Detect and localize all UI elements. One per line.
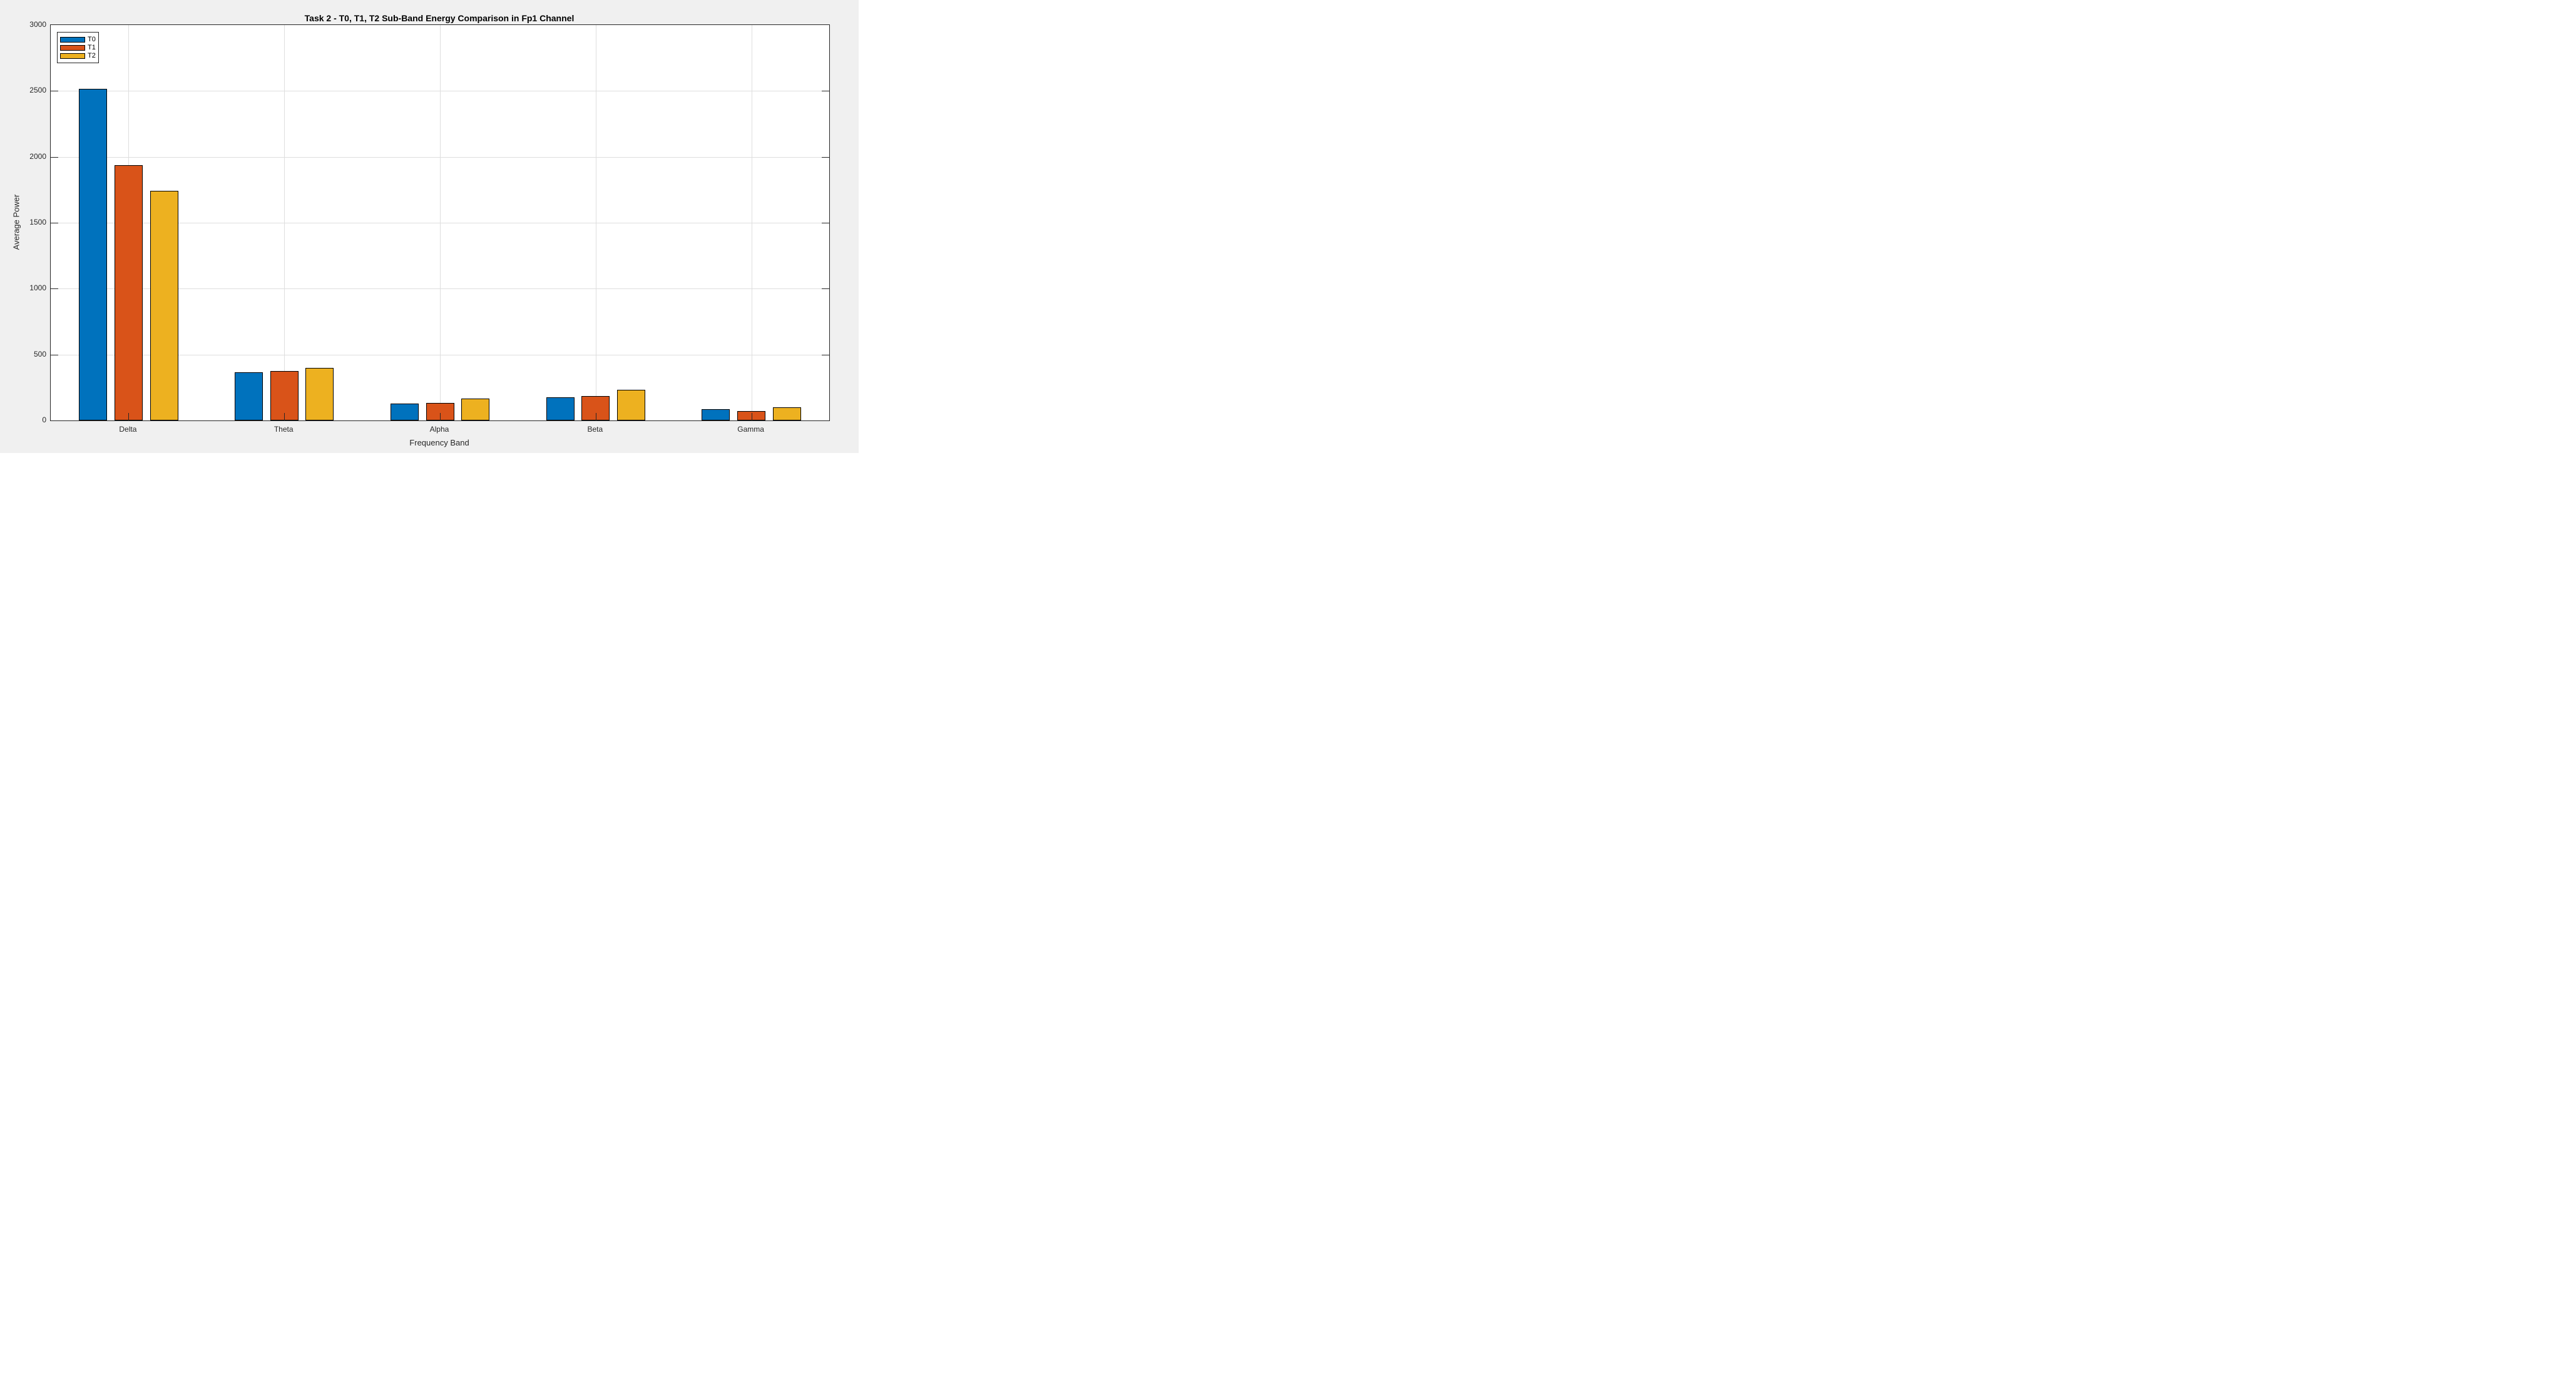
ytick-mark-left-2000	[51, 156, 58, 158]
plot-area	[50, 24, 830, 421]
gridline-x-theta	[284, 25, 285, 420]
legend-swatch-t1	[60, 44, 85, 51]
legend-label-t2: T2	[88, 52, 96, 59]
bar-gamma-t0	[702, 409, 730, 420]
bar-alpha-t2	[461, 399, 490, 420]
ytick-label-2500: 2500	[29, 86, 46, 95]
x-axis-label: Frequency Band	[409, 438, 469, 447]
xtick-label-beta: Beta	[587, 425, 603, 434]
legend-label-t0: T0	[88, 36, 96, 43]
legend-swatch-t2	[60, 53, 85, 59]
bar-delta-t0	[79, 89, 108, 420]
legend-item-t1: T1	[60, 44, 98, 51]
ytick-label-500: 500	[33, 349, 46, 359]
bar-theta-t2	[305, 367, 334, 420]
bar-beta-t0	[546, 397, 575, 420]
bar-alpha-t0	[390, 404, 419, 420]
xtick-label-delta: Delta	[119, 425, 137, 434]
xtick-label-gamma: Gamma	[737, 425, 764, 434]
ytick-label-1000: 1000	[29, 283, 46, 293]
gridline-x-alpha	[440, 25, 441, 420]
bar-theta-t0	[235, 372, 263, 420]
legend: T0 T1 T2	[57, 32, 99, 63]
ytick-mark-right-2000	[822, 156, 829, 158]
figure-window: Task 2 - T0, T1, T2 Sub-Band Energy Comp…	[0, 0, 859, 460]
bar-beta-t2	[617, 389, 645, 420]
xtick-mark-delta	[128, 413, 130, 420]
xtick-mark-alpha	[440, 413, 441, 420]
ytick-label-0: 0	[42, 415, 46, 424]
ytick-label-3000: 3000	[29, 20, 46, 29]
xtick-mark-theta	[284, 413, 285, 420]
bar-theta-t1	[270, 371, 299, 420]
bar-delta-t1	[114, 165, 143, 420]
legend-item-t2: T2	[60, 52, 98, 59]
legend-swatch-t0	[60, 36, 85, 43]
ytick-label-2000: 2000	[29, 151, 46, 161]
window-bottom-strip	[0, 453, 859, 460]
xtick-label-alpha: Alpha	[429, 425, 449, 434]
bar-gamma-t2	[772, 407, 801, 420]
ytick-mark-left-1000	[51, 288, 58, 290]
bar-delta-t2	[150, 191, 178, 420]
legend-label-t1: T1	[88, 44, 96, 51]
chart-title: Task 2 - T0, T1, T2 Sub-Band Energy Comp…	[304, 13, 575, 23]
xtick-label-theta: Theta	[273, 425, 294, 434]
legend-item-t0: T0	[60, 36, 98, 43]
ytick-label-1500: 1500	[29, 218, 46, 226]
ytick-mark-right-1000	[822, 288, 829, 290]
